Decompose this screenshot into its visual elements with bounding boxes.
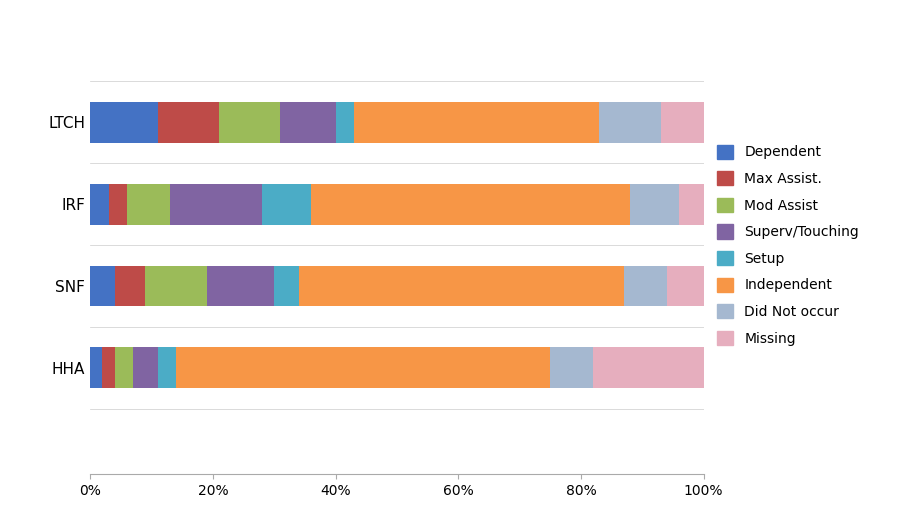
Bar <box>103 347 115 388</box>
Bar <box>311 183 630 225</box>
Bar <box>108 183 127 225</box>
Bar <box>219 102 281 143</box>
Bar <box>660 102 704 143</box>
Bar <box>630 183 679 225</box>
Bar <box>90 347 103 388</box>
Bar <box>158 102 219 143</box>
Bar <box>262 183 311 225</box>
Bar <box>550 347 594 388</box>
Bar <box>158 347 176 388</box>
Bar <box>90 266 115 307</box>
Bar <box>594 347 704 388</box>
Legend: Dependent, Max Assist., Mod Assist, Superv/Touching, Setup, Independent, Did Not: Dependent, Max Assist., Mod Assist, Supe… <box>716 144 860 346</box>
Bar <box>281 102 336 143</box>
Bar <box>667 266 704 307</box>
Bar <box>336 102 354 143</box>
Bar <box>679 183 704 225</box>
Bar <box>176 347 550 388</box>
Bar <box>299 266 624 307</box>
Bar <box>354 102 599 143</box>
Bar <box>115 347 133 388</box>
Bar <box>115 266 145 307</box>
Bar <box>133 347 158 388</box>
Bar <box>145 266 207 307</box>
Bar <box>170 183 262 225</box>
Bar <box>624 266 667 307</box>
Bar <box>599 102 660 143</box>
Bar <box>274 266 299 307</box>
Bar <box>127 183 170 225</box>
Bar <box>90 183 108 225</box>
Bar <box>90 102 158 143</box>
Bar <box>207 266 274 307</box>
